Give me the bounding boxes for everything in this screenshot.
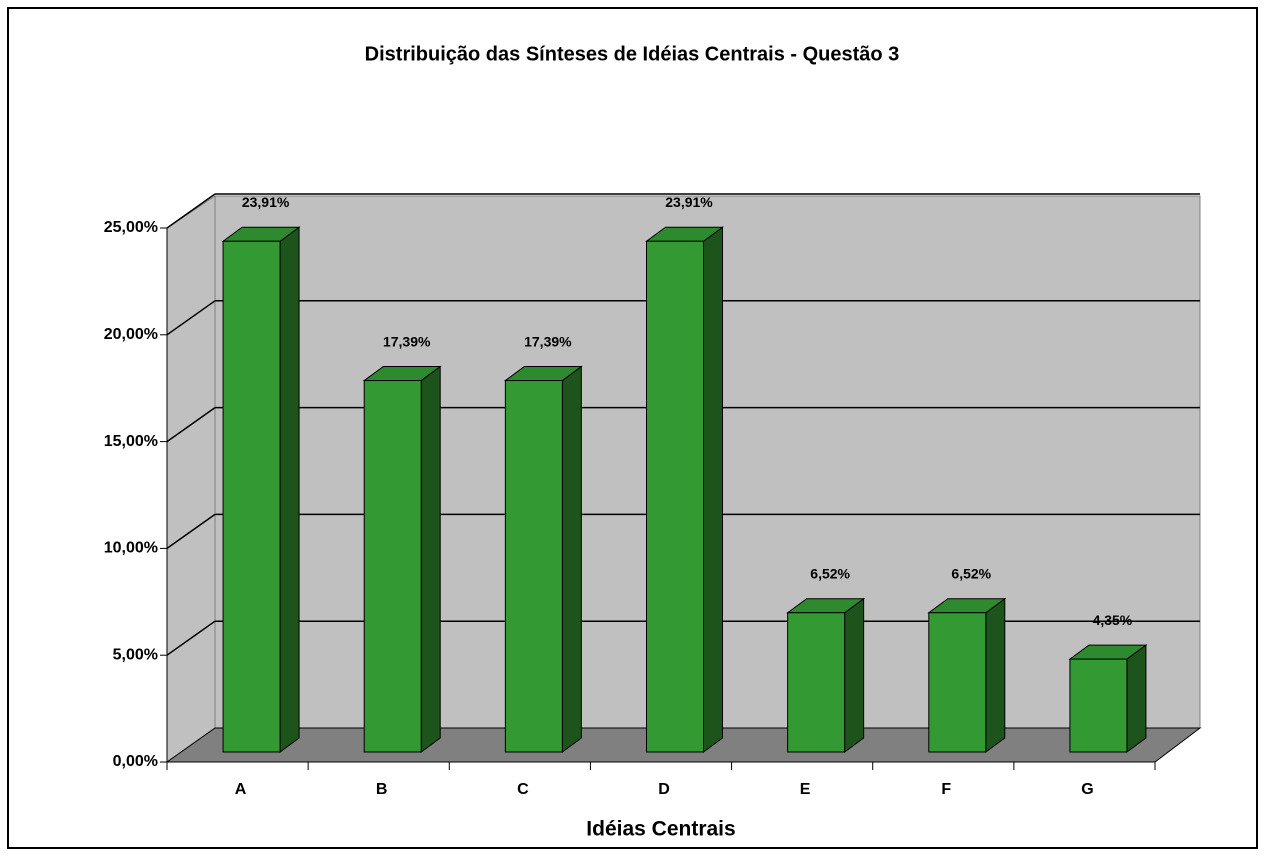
- y-tick-label: 5,00%: [113, 646, 158, 663]
- value-label: 4,35%: [1093, 612, 1133, 628]
- y-tick-label: 15,00%: [104, 433, 158, 450]
- value-label: 17,39%: [383, 333, 431, 349]
- value-label: 23,91%: [242, 194, 290, 210]
- bar-side: [703, 226, 723, 753]
- bar-side: [1126, 644, 1147, 753]
- bar: [787, 612, 846, 753]
- grid-line: [166, 513, 216, 550]
- x-tick-label: C: [517, 781, 529, 798]
- grid-line: [166, 620, 216, 656]
- x-tick-label: A: [235, 781, 247, 798]
- x-tick-label: F: [941, 781, 951, 798]
- value-label: 23,91%: [665, 194, 713, 210]
- bar-side: [420, 365, 441, 753]
- chart-title: Distribuição das Sínteses de Idéias Cent…: [365, 43, 900, 65]
- x-tick-label: B: [376, 781, 388, 798]
- y-tick-label: 10,00%: [104, 540, 158, 557]
- bar: [928, 612, 987, 753]
- bar-side: [985, 597, 1006, 753]
- bar-side: [561, 365, 582, 753]
- bar: [504, 380, 563, 753]
- x-tick-label: D: [658, 781, 670, 798]
- grid-line: [166, 406, 216, 443]
- bar: [1069, 658, 1128, 753]
- value-label: 6,52%: [810, 565, 850, 581]
- value-label: 17,39%: [524, 333, 572, 349]
- bar-side: [844, 597, 865, 753]
- y-tick-label: 25,00%: [104, 219, 158, 236]
- bar: [646, 240, 704, 753]
- y-tick-label: 20,00%: [104, 326, 158, 343]
- bar-side: [279, 226, 300, 753]
- x-axis-title: Idéias Centrais: [586, 818, 735, 841]
- x-tick-label: G: [1081, 781, 1093, 798]
- grid-line: [166, 193, 216, 229]
- side-wall: [166, 195, 216, 763]
- y-tick-label: 0,00%: [113, 753, 158, 770]
- bar: [222, 240, 281, 753]
- grid-line: [166, 300, 216, 336]
- bar: [363, 380, 422, 753]
- value-label: 6,52%: [951, 565, 991, 581]
- x-tick-label: E: [800, 781, 811, 798]
